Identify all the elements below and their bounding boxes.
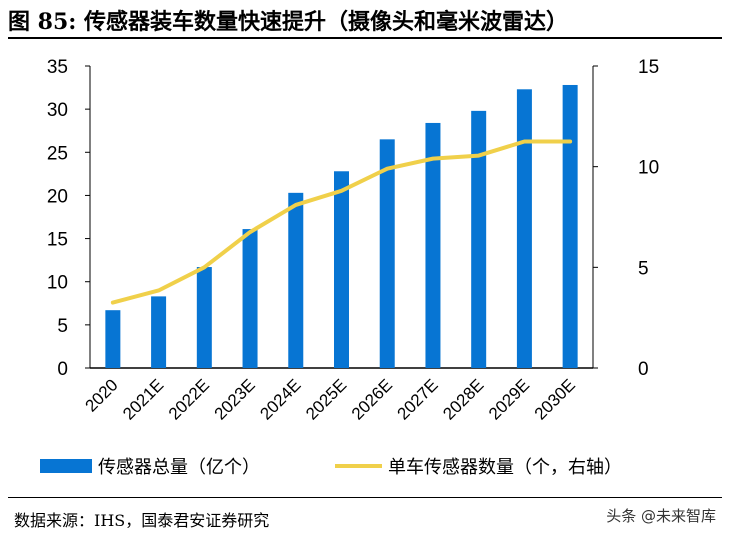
watermark: 头条 @未来智库 [606,507,716,525]
right-tick-label: 0 [638,359,649,380]
left-tick-label: 5 [57,316,68,337]
x-tick-label: 2023E [211,375,259,423]
bar-2023E [242,229,258,368]
x-tick-label: 2021E [119,375,167,423]
left-tick-label: 30 [47,100,68,121]
bar-2022E [196,267,212,368]
legend-line-label: 单车传感器数量（个，右轴） [388,457,622,477]
title-divider [8,37,722,39]
bar-2024E [288,192,304,368]
bar-2025E [334,171,349,368]
left-tick-label: 15 [47,230,68,251]
bar-2021E [151,296,167,368]
bar-2030E [562,84,578,369]
left-tick-label: 0 [57,359,68,380]
left-tick-label: 10 [47,273,68,294]
right-tick-label: 5 [638,258,649,279]
right-tick-label: 10 [638,158,659,179]
x-tick-label: 2020 [82,375,122,415]
source-note: 数据来源：IHS，国泰君安证券研究 [14,511,270,530]
chart-title: 图 85: 传感器装车数量快速提升（摄像头和毫米波雷达） [8,9,569,35]
right-tick-label: 15 [638,57,659,78]
x-tick-label: 2022E [165,375,213,423]
legend-bar-label: 传感器总量（亿个） [98,457,260,477]
bar-2028E [471,110,487,369]
x-tick-label: 2028E [439,375,487,423]
left-tick-label: 35 [47,57,68,78]
legend-bar-swatch [40,459,92,473]
bar-2026E [379,139,395,368]
x-tick-label: 2029E [485,375,533,423]
x-tick-label: 2024E [256,375,304,423]
x-tick-label: 2026E [348,375,396,423]
bar-2029E [516,89,532,368]
x-tick-label: 2030E [531,375,579,423]
x-tick-label: 2027E [394,375,442,423]
left-tick-label: 20 [47,186,68,207]
bar-2027E [425,122,441,368]
x-tick-label: 2025E [302,375,350,423]
source-divider [8,497,722,498]
bar-2020 [105,310,121,368]
left-tick-label: 25 [47,143,68,164]
